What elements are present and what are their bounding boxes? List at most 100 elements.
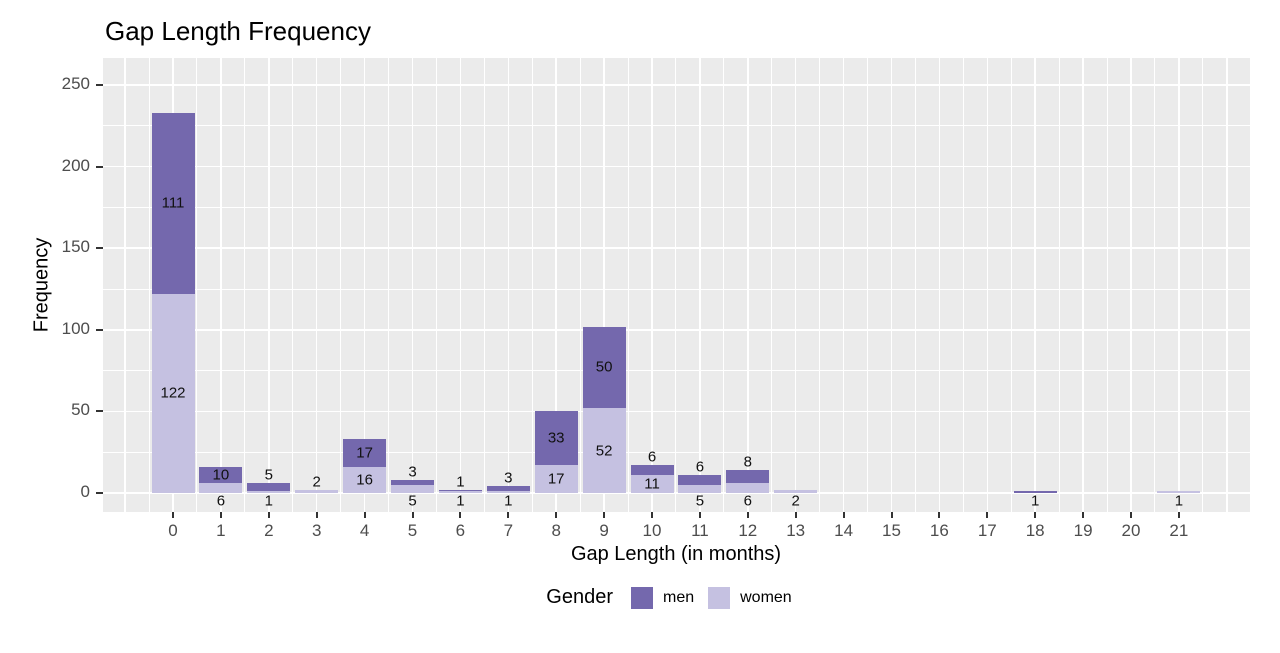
gridline-v-44 bbox=[1226, 58, 1228, 512]
value-label-men-5: 3 bbox=[408, 463, 417, 481]
gridline-v-11 bbox=[435, 58, 437, 512]
x-tick-9 bbox=[603, 512, 606, 518]
gridline-h-100 bbox=[103, 329, 1250, 331]
y-tick-150 bbox=[96, 247, 103, 250]
x-tick-0 bbox=[172, 512, 174, 518]
value-label-women-6: 1 bbox=[456, 492, 465, 510]
value-label-women-9: 52 bbox=[595, 442, 613, 460]
bar-segment-men-11 bbox=[678, 475, 722, 485]
x-tick-label-0: 0 bbox=[168, 521, 178, 540]
value-label-women-0: 122 bbox=[160, 384, 186, 402]
y-tick-label-0: 0 bbox=[80, 482, 90, 501]
x-tick-label-20: 20 bbox=[1121, 521, 1141, 540]
y-tick-label-100: 100 bbox=[61, 318, 90, 338]
value-label-men-1: 10 bbox=[212, 466, 230, 484]
x-tick-label-8: 8 bbox=[551, 521, 561, 540]
x-tick-label-15: 15 bbox=[882, 521, 901, 540]
bar-segment-men-10 bbox=[630, 465, 674, 476]
value-label-men-2: 5 bbox=[264, 466, 273, 484]
gridline-h-200 bbox=[103, 165, 1250, 168]
bar-segment-women-5 bbox=[391, 484, 434, 493]
bar-segment-women-11 bbox=[678, 484, 722, 493]
y-tick-label-150: 150 bbox=[61, 237, 90, 257]
x-axis-title: Gap Length (in months) bbox=[570, 543, 782, 565]
gridline-v-16 bbox=[555, 58, 557, 512]
gridline-v-29 bbox=[867, 58, 869, 512]
value-label-women-1: 6 bbox=[216, 492, 226, 510]
gridline-h-25 bbox=[103, 451, 1250, 453]
x-tick-3 bbox=[315, 512, 318, 518]
gridline-v-24 bbox=[747, 58, 749, 512]
x-tick-label-9: 9 bbox=[599, 521, 609, 540]
chart-title: Gap Length Frequency bbox=[105, 16, 371, 46]
bar-segment-men-7 bbox=[486, 486, 530, 492]
x-tick-10 bbox=[651, 512, 653, 518]
x-tick-label-10: 10 bbox=[642, 521, 662, 540]
legend-label-women: women bbox=[740, 588, 792, 606]
bar-segment-women-12 bbox=[726, 483, 770, 493]
gridline-v-4 bbox=[268, 58, 270, 512]
x-tick-20 bbox=[1130, 512, 1132, 518]
gridline-v-30 bbox=[890, 58, 893, 512]
gridline-v-31 bbox=[914, 58, 916, 512]
value-label-women-2: 1 bbox=[264, 492, 273, 510]
value-label-men-8: 33 bbox=[547, 429, 565, 447]
gridline-v-14 bbox=[507, 58, 510, 512]
y-tick-100 bbox=[96, 328, 103, 331]
value-label-men-4: 17 bbox=[356, 444, 373, 462]
legend-item-men: men bbox=[631, 586, 694, 609]
gridline-v-36 bbox=[1034, 58, 1036, 512]
x-tick-6 bbox=[459, 512, 462, 518]
legend-title: Gender bbox=[546, 586, 613, 608]
y-tick-250 bbox=[96, 84, 103, 86]
bar-segment-men-0 bbox=[151, 112, 195, 294]
x-tick-19 bbox=[1082, 512, 1085, 518]
gridline-v-8 bbox=[363, 58, 366, 512]
value-label-men-18: 1 bbox=[1031, 492, 1040, 510]
value-label-women-4: 16 bbox=[356, 471, 373, 489]
value-label-women-21: 1 bbox=[1174, 492, 1184, 510]
x-tick-label-17: 17 bbox=[977, 521, 997, 540]
x-tick-17 bbox=[986, 512, 989, 518]
gridline-v-37 bbox=[1058, 58, 1060, 512]
gridline-h-175 bbox=[103, 206, 1250, 208]
legend-item-women: women bbox=[708, 586, 792, 609]
x-tick-8 bbox=[555, 512, 558, 518]
legend-swatch-men bbox=[631, 586, 653, 609]
gridlines-layer bbox=[103, 58, 1250, 512]
bar-segment-women-3 bbox=[295, 489, 339, 493]
value-label-women-11: 5 bbox=[695, 492, 705, 510]
gridline-v-26 bbox=[794, 58, 797, 512]
gridline-v-13 bbox=[483, 58, 485, 512]
gridline-v-38 bbox=[1082, 58, 1084, 512]
value-label-men-6: 1 bbox=[456, 473, 465, 491]
gridline-h-225 bbox=[103, 125, 1250, 127]
x-tick-label-18: 18 bbox=[1025, 521, 1045, 540]
bar-segment-men-9 bbox=[582, 326, 626, 409]
x-tick-label-12: 12 bbox=[738, 521, 758, 540]
bar-segment-women-1 bbox=[199, 483, 243, 493]
value-label-women-5: 5 bbox=[408, 492, 417, 510]
bar-segment-men-2 bbox=[247, 483, 291, 492]
x-tick-7 bbox=[507, 512, 510, 518]
gridline-v-7 bbox=[340, 58, 342, 512]
bar-segment-women-4 bbox=[343, 466, 387, 493]
value-labels-layer: 111 122 10 6 5 1 2 17 16 3 5 1 1 3 1 33 17 50 52 6 11 6 5 8 6 2 1 1 bbox=[103, 58, 1250, 512]
x-tick-18 bbox=[1034, 512, 1037, 518]
legend-items: men women bbox=[631, 586, 806, 609]
value-label-men-9: 50 bbox=[595, 358, 613, 376]
gridline-v-18 bbox=[603, 58, 605, 512]
gridline-v-19 bbox=[627, 58, 629, 512]
gridline-v-35 bbox=[1010, 58, 1012, 512]
x-tick-label-21: 21 bbox=[1169, 521, 1189, 540]
gridline-v-17 bbox=[579, 58, 581, 512]
gridline-h-125 bbox=[103, 288, 1250, 290]
bar-segment-women-0 bbox=[151, 293, 195, 493]
bar-segment-men-18 bbox=[1013, 491, 1057, 493]
y-tick-label-50: 50 bbox=[71, 400, 90, 420]
bar-segment-women-10 bbox=[630, 475, 674, 493]
value-label-women-10: 11 bbox=[644, 475, 660, 493]
value-label-men-11: 6 bbox=[695, 458, 705, 476]
value-label-women-7: 1 bbox=[504, 492, 513, 510]
